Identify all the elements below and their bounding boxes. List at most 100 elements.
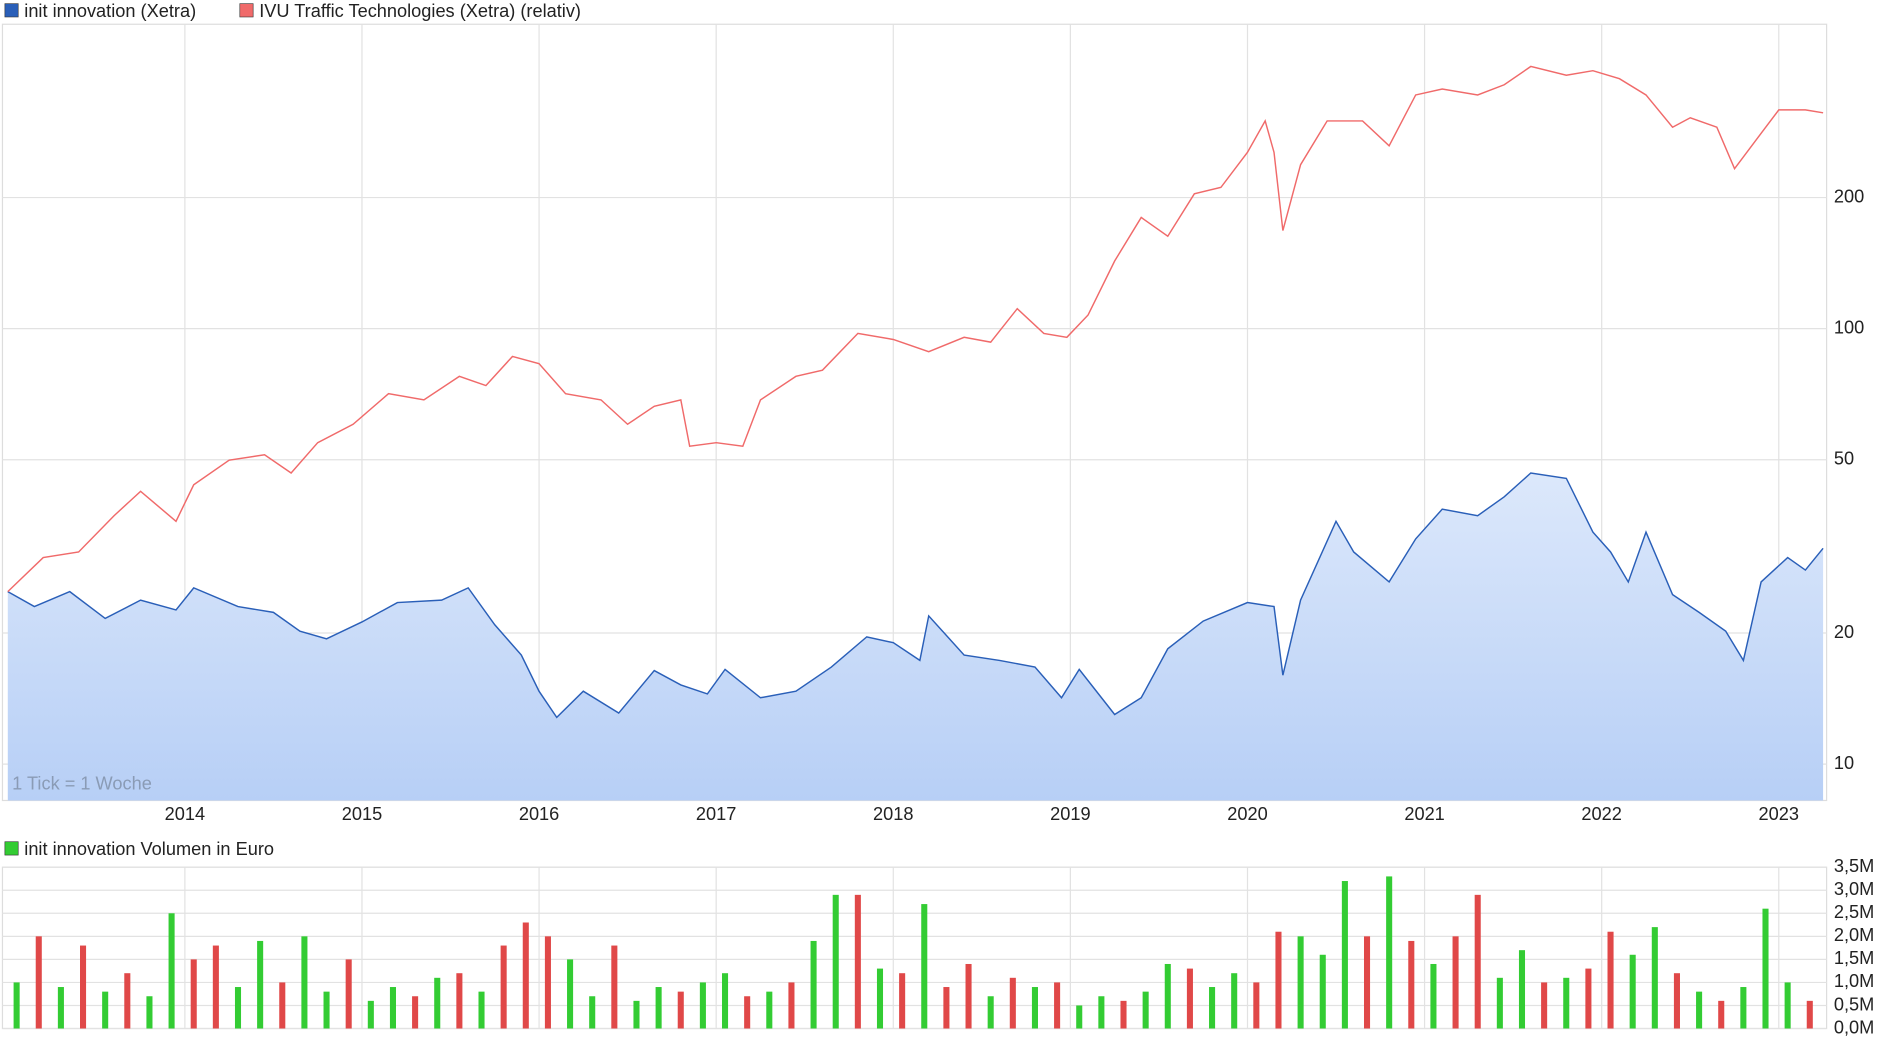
y-tick-label: 100: [1834, 317, 1864, 337]
y-tick-label: 200: [1834, 186, 1864, 206]
line: [7, 65, 1824, 593]
volume-bar: [456, 973, 463, 1029]
volume-bar: [389, 987, 396, 1029]
volume-bar: [1142, 991, 1149, 1029]
volume-bar: [434, 977, 441, 1029]
y-tick-label: 50: [1834, 449, 1854, 469]
volume-bar: [1452, 936, 1459, 1029]
volume-bar: [1209, 987, 1216, 1029]
volume-bar: [1076, 1005, 1083, 1029]
x-tick-label: 2022: [1581, 804, 1621, 824]
volume-bar: [876, 968, 884, 1029]
volume-bar: [589, 996, 596, 1029]
volume-bar: [633, 1000, 640, 1029]
volume-bar: [965, 963, 972, 1029]
x-tick-label: 2016: [519, 804, 559, 824]
volume-bar: [478, 991, 485, 1029]
volume-bar: [102, 991, 109, 1029]
y-tick-label: 2,5M: [1834, 902, 1874, 922]
volume-bar: [1629, 954, 1636, 1029]
y-tick-label: 2,0M: [1834, 925, 1874, 945]
y-tick-label: 3,5M: [1834, 856, 1874, 876]
x-tick-label: 2015: [342, 804, 382, 824]
volume-bar: [699, 982, 706, 1029]
volume-bar: [146, 996, 153, 1029]
volume-bar: [522, 922, 529, 1029]
volume-bar: [1186, 968, 1193, 1029]
volume-bar: [1231, 973, 1238, 1029]
y-tick-label: 0,5M: [1834, 994, 1874, 1014]
volume-bar: [1009, 977, 1016, 1029]
volume-bar: [1740, 987, 1747, 1029]
volume-bar: [721, 973, 729, 1029]
volume-bar: [1784, 982, 1791, 1029]
y-tick-label: 1,0M: [1834, 971, 1874, 991]
volume-bar: [367, 1000, 374, 1029]
volume-bar: [987, 996, 994, 1029]
volume-bar: [1718, 1000, 1725, 1029]
volume-bar: [1585, 968, 1592, 1029]
volume-bar: [1762, 908, 1769, 1029]
x-tick-label: 2021: [1404, 804, 1444, 824]
volume-bar: [567, 959, 574, 1029]
volume-bar: [1253, 982, 1260, 1029]
legend-swatch: [4, 3, 19, 18]
y-tick-label: 1,5M: [1834, 948, 1874, 968]
legend-label: init innovation (Xetra): [24, 1, 196, 21]
volume-bar: [1806, 1000, 1813, 1029]
legend-label: init innovation Volumen in Euro: [24, 839, 274, 859]
volume-bar: [1474, 894, 1481, 1029]
volume-bar: [257, 940, 264, 1029]
volume-bar: [412, 996, 419, 1029]
volume-bar: [899, 973, 906, 1029]
volume-bar: [766, 991, 773, 1029]
volume-bar: [1275, 931, 1282, 1029]
volume-bar: [1386, 876, 1393, 1029]
volume-bar: [1607, 931, 1614, 1029]
volume-bar: [1319, 954, 1326, 1029]
volume-bar: [80, 945, 87, 1029]
volume-bar: [57, 987, 64, 1029]
area: [7, 473, 1824, 801]
volume-bar: [323, 991, 330, 1029]
volume-bar: [1430, 963, 1437, 1029]
volume-bar: [854, 894, 861, 1029]
y-tick-label: 0,0M: [1834, 1017, 1874, 1037]
x-tick-label: 2019: [1050, 804, 1090, 824]
x-tick-label: 2014: [165, 804, 205, 824]
volume-bar: [655, 987, 662, 1029]
note: 1 Tick = 1 Woche: [12, 774, 152, 794]
volume-bar: [544, 936, 551, 1029]
volume-bar: [500, 945, 507, 1029]
volume-bar: [1363, 936, 1371, 1029]
volume-bar: [1541, 982, 1548, 1029]
line: [7, 472, 1824, 719]
y-tick-label: 10: [1834, 753, 1854, 773]
volume-bar: [1496, 977, 1503, 1029]
volume-bar: [1673, 973, 1680, 1029]
x-tick-label: 2018: [873, 804, 913, 824]
volume-bar: [345, 959, 352, 1029]
y-tick-label: 20: [1834, 622, 1854, 642]
volume-bar: [1518, 950, 1526, 1029]
x-tick-label: 2020: [1227, 804, 1267, 824]
volume-bar: [788, 982, 795, 1029]
volume-bar: [1651, 927, 1658, 1029]
volume-bar: [279, 982, 286, 1029]
volume-bar: [35, 936, 42, 1029]
legend-swatch: [239, 3, 254, 18]
volume-bar: [1563, 977, 1570, 1029]
volume-bar: [677, 991, 684, 1029]
volume-bar: [943, 987, 950, 1029]
volume-bar: [1164, 963, 1171, 1029]
volume-bar: [921, 904, 928, 1029]
volume-frame: [1, 866, 1828, 1030]
volume-bar: [212, 945, 219, 1029]
volume-bar: [744, 996, 751, 1029]
volume-bar: [1408, 940, 1415, 1029]
y-tick-label: 3,0M: [1834, 879, 1874, 899]
volume-bar: [1098, 996, 1105, 1029]
volume-bar: [301, 936, 308, 1029]
volume-bar: [124, 973, 131, 1029]
